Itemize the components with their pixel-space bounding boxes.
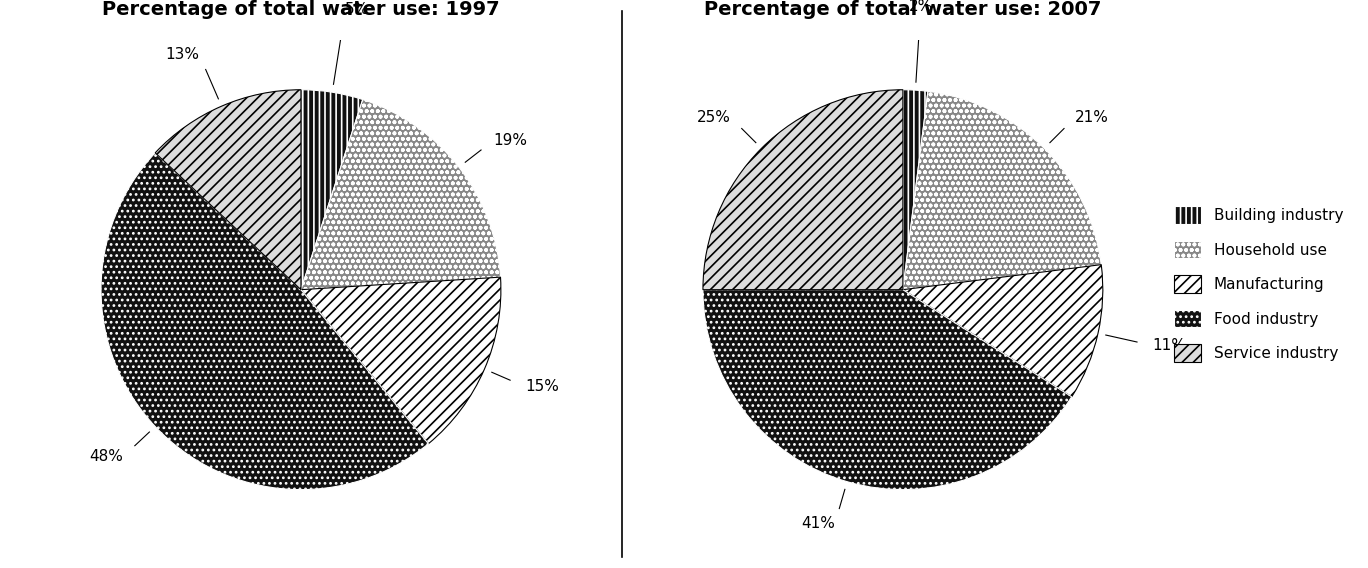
Wedge shape bbox=[903, 91, 1101, 290]
Wedge shape bbox=[301, 277, 501, 444]
Wedge shape bbox=[155, 90, 301, 290]
Text: 13%: 13% bbox=[166, 47, 200, 62]
Text: 25%: 25% bbox=[696, 110, 731, 125]
Wedge shape bbox=[301, 99, 501, 290]
Text: 11%: 11% bbox=[1153, 338, 1186, 353]
Wedge shape bbox=[101, 153, 428, 490]
Wedge shape bbox=[703, 290, 1071, 490]
Wedge shape bbox=[301, 90, 363, 290]
Text: 19%: 19% bbox=[494, 133, 528, 148]
Text: 5%: 5% bbox=[345, 2, 369, 17]
Text: 15%: 15% bbox=[525, 379, 558, 394]
Title: Percentage of total water use: 2007: Percentage of total water use: 2007 bbox=[705, 0, 1101, 19]
Wedge shape bbox=[903, 265, 1103, 397]
Text: 21%: 21% bbox=[1075, 110, 1109, 125]
Text: 48%: 48% bbox=[89, 449, 123, 464]
Text: 2%: 2% bbox=[908, 0, 933, 14]
Legend: Building industry, Household use, Manufacturing, Food industry, Service industry: Building industry, Household use, Manufa… bbox=[1167, 199, 1350, 369]
Text: 41%: 41% bbox=[800, 516, 834, 532]
Wedge shape bbox=[703, 90, 903, 290]
Wedge shape bbox=[903, 90, 928, 290]
Title: Percentage of total water use: 1997: Percentage of total water use: 1997 bbox=[103, 0, 499, 19]
